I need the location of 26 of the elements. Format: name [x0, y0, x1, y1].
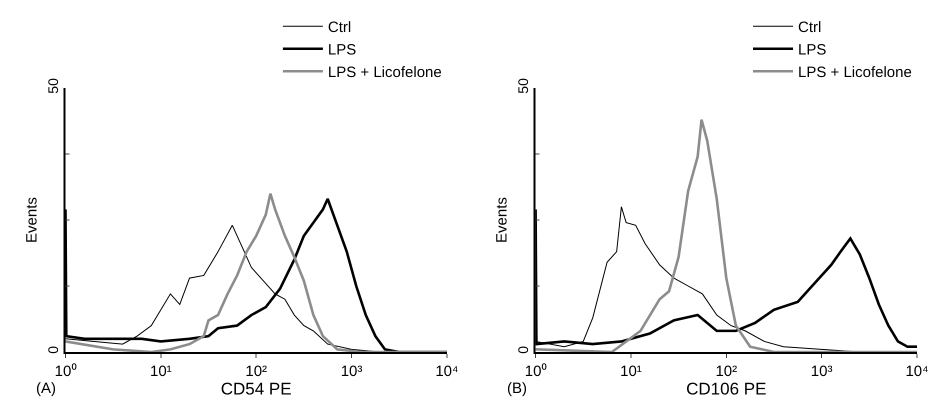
legend-label: LPS [328, 42, 356, 59]
legend-label: Ctrl [328, 19, 352, 36]
x-tick-label: 10² [715, 362, 738, 380]
x-tick-label: 10⁰ [54, 362, 76, 380]
x-tick-label: 10³ [810, 362, 832, 380]
legend-label: LPS + Licofelone [328, 64, 442, 82]
legend-label: LPS [798, 42, 826, 59]
y-axis-title: Events [494, 197, 511, 243]
x-axis-title: CD106 PE [686, 380, 766, 399]
y-tick-label: 0 [44, 346, 61, 354]
x-tick-label: 10² [245, 362, 268, 380]
y-tick-label: 0 [514, 346, 531, 354]
x-tick-label: 10¹ [150, 362, 172, 380]
legend-label: LPS + Licofelone [798, 64, 912, 82]
x-axis-title: CD54 PE [220, 380, 292, 399]
y-axis-title: Events [24, 197, 41, 243]
x-tick-label: 10⁰ [524, 362, 546, 380]
x-tick-label: 10³ [340, 362, 362, 380]
x-tick-label: 10¹ [620, 362, 642, 380]
text: (B) [507, 380, 527, 397]
y-tick-label: 50 [44, 78, 61, 94]
x-tick-label: 10⁴ [435, 362, 458, 380]
y-tick-label: 50 [514, 78, 531, 94]
x-tick-label: 10⁴ [905, 362, 929, 380]
text: (A) [36, 380, 56, 397]
legend-label: Ctrl [798, 19, 822, 36]
